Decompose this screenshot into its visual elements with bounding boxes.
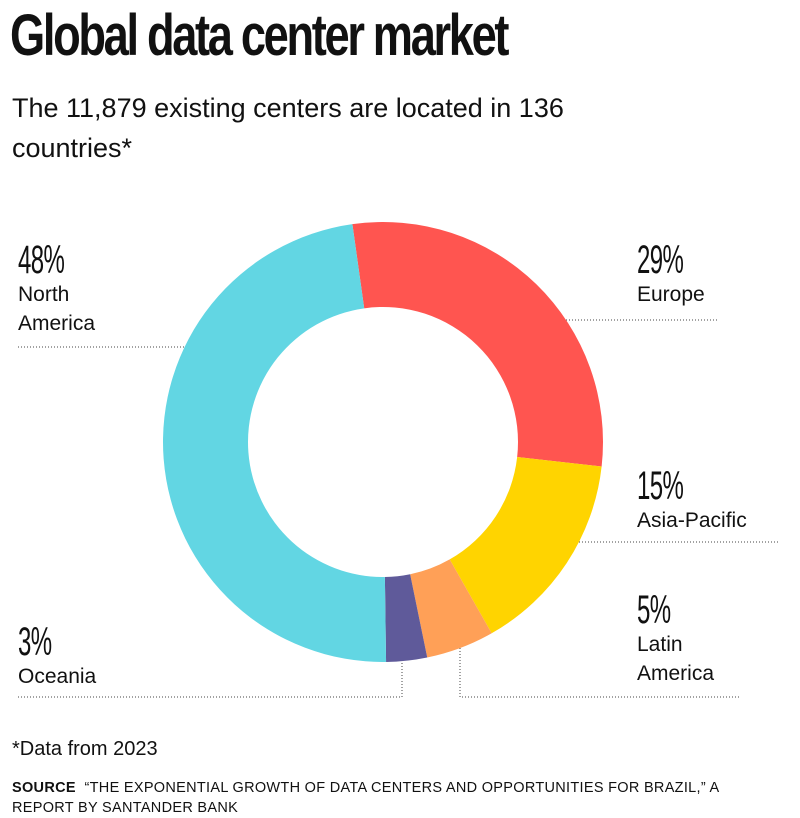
value-label: 48% [18,238,65,282]
chart-title: Global data center market [10,3,509,68]
donut-segment [352,222,603,467]
slice-label: 15% Asia-Pacific [637,466,797,535]
donut-segment [384,574,428,662]
source: SOURCE “THE EXPONENTIAL GROWTH OF DATA C… [12,778,782,818]
donut-segment [162,224,387,662]
slice-label: 29% Europe [637,240,757,309]
category-label: Asia-Pacific [637,509,747,532]
value-label: 3% [18,620,52,664]
leader-line [459,645,740,698]
slice-label: 48% North America [18,240,138,338]
slice-label: 3% Oceania [18,622,178,691]
category-label: Europe [637,283,705,306]
value-label: 29% [637,238,684,282]
value-label: 15% [637,464,684,508]
donut-segment [449,457,602,634]
category-label: Oceania [18,665,97,688]
footnote: *Data from 2023 [12,738,158,760]
category-label: Latin America [637,633,715,685]
donut-segment [410,559,492,658]
slice-label: 5% Latin America [637,590,757,688]
leader-line [18,648,403,698]
value-label: 5% [637,588,671,632]
source-label: SOURCE [12,780,76,796]
category-label: North America [18,283,96,335]
chart-subtitle: The 11,879 existing centers are located … [12,93,564,163]
source-text: “THE EXPONENTIAL GROWTH OF DATA CENTERS … [12,780,719,816]
